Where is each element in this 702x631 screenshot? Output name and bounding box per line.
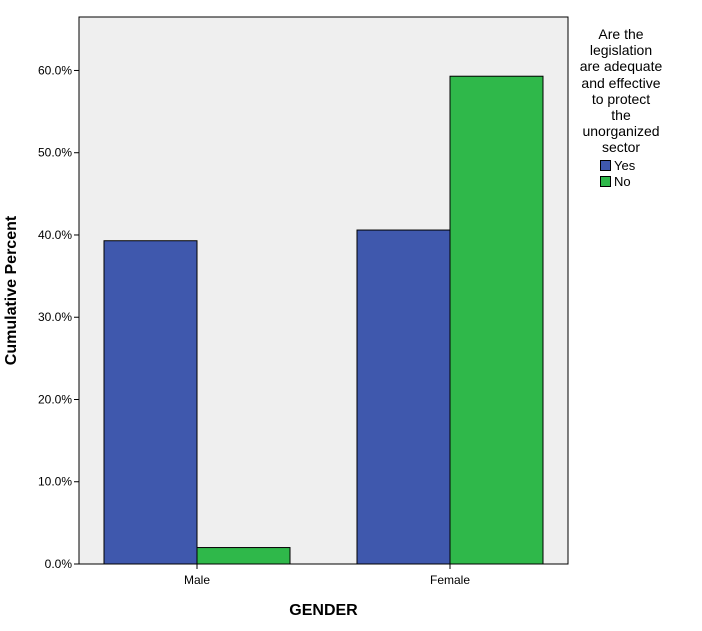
legend-title-line: to protect [591, 90, 651, 107]
y-tick-label: 30.0% [38, 310, 72, 324]
bars [103, 75, 544, 565]
legend-swatch-no [600, 176, 611, 188]
y-tick-label: 40.0% [38, 228, 72, 242]
y-axis-title: Cumulative Percent [3, 215, 20, 365]
legend-title-line: and effective [581, 74, 661, 91]
x-tick-label-male: Male [184, 573, 210, 587]
legend-title: Are the legislation are adequate and eff… [568, 26, 674, 156]
legend-title-line: Are the [598, 26, 644, 42]
y-axis: 0.0% 10.0% 20.0% 30.0% 40.0% 50.0% 60.0% [38, 63, 79, 571]
x-tick-label-female: Female [430, 573, 470, 587]
bar-male-yes [103, 240, 198, 565]
legend: Are the legislation are adequate and eff… [568, 26, 674, 190]
legend-title-line: unorganized [582, 123, 660, 140]
legend-item-no: No [600, 174, 674, 190]
y-tick-label: 0.0% [45, 557, 73, 571]
legend-title-line: are adequate [579, 58, 663, 75]
y-tick-label: 20.0% [38, 392, 72, 406]
bar-female-no [449, 75, 544, 565]
y-tick-label: 10.0% [38, 475, 72, 489]
legend-label-yes: Yes [614, 157, 636, 173]
x-axis: Male Female [184, 564, 470, 587]
legend-label-no: No [614, 173, 631, 189]
y-tick-label: 60.0% [38, 63, 72, 77]
x-axis-title: GENDER [289, 602, 358, 619]
legend-swatch-yes [600, 160, 611, 172]
y-tick-label: 50.0% [38, 146, 72, 160]
legend-title-line: the [611, 107, 631, 124]
bar-female-yes [356, 229, 451, 565]
legend-title-line: legislation [589, 42, 653, 59]
legend-title-line: sector [601, 139, 641, 156]
legend-item-yes: Yes [600, 158, 674, 174]
bar-male-no [196, 547, 291, 565]
